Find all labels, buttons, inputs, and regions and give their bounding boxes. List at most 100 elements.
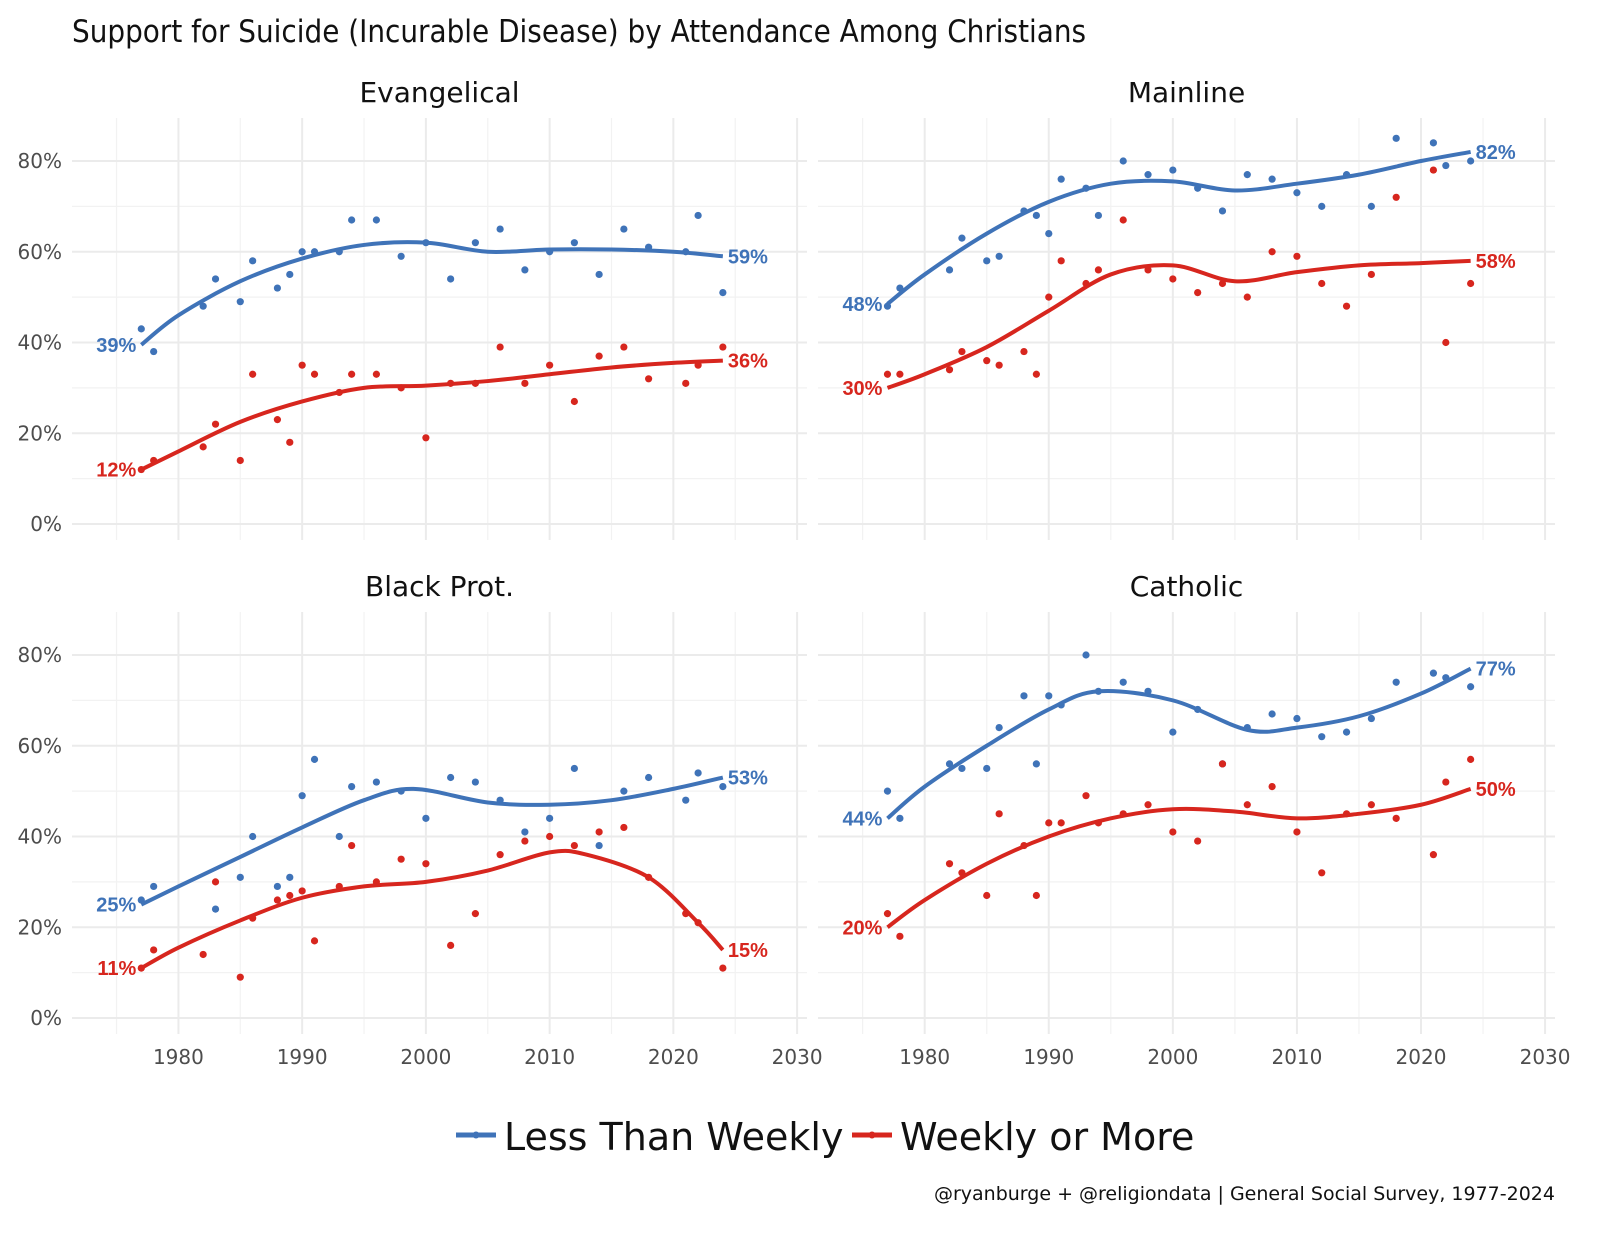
y-tick-label: 60% xyxy=(18,734,62,758)
data-point xyxy=(496,343,504,351)
x-tick-label: 2030 xyxy=(772,1045,823,1069)
chart-caption: @ryanburge + @religiondata | General Soc… xyxy=(934,1183,1555,1205)
data-point xyxy=(1392,814,1400,822)
y-tick-label: 80% xyxy=(18,643,62,667)
data-point xyxy=(1082,792,1090,800)
data-point xyxy=(521,379,529,387)
panel-evangelical: 0% 20% 40% 60% 80% Evangelical 39% 59% 12% 36% xyxy=(18,76,807,540)
data-point xyxy=(1169,275,1177,283)
data-point xyxy=(1020,692,1028,700)
data-point xyxy=(211,420,220,428)
data-point xyxy=(1467,279,1475,288)
data-point xyxy=(286,270,294,279)
data-point xyxy=(211,275,220,283)
data-point xyxy=(471,910,479,918)
data-point xyxy=(983,257,991,265)
data-point xyxy=(1392,134,1400,142)
data-point xyxy=(1119,157,1127,165)
data-point xyxy=(273,416,282,424)
data-point xyxy=(310,370,319,378)
x-tick-label: 2000 xyxy=(400,1045,451,1069)
y-tick-label: 0% xyxy=(30,512,62,536)
data-point xyxy=(496,225,504,233)
data-point xyxy=(348,216,356,224)
data-point xyxy=(521,837,529,845)
data-point xyxy=(1367,714,1375,723)
data-point xyxy=(1442,778,1450,786)
data-point xyxy=(273,896,282,904)
data-point xyxy=(546,814,554,822)
data-point xyxy=(883,910,892,918)
data-point xyxy=(945,860,954,868)
data-point xyxy=(447,773,455,782)
data-point xyxy=(1045,230,1053,238)
end-label-start: 11% xyxy=(97,958,136,980)
data-point xyxy=(1243,801,1251,809)
data-point xyxy=(348,370,356,378)
data-point xyxy=(199,302,207,310)
trend-line xyxy=(140,848,725,970)
data-point xyxy=(286,873,294,881)
data-point xyxy=(620,823,628,832)
series-less-than-weekly: 25% 53% xyxy=(96,755,768,917)
data-point xyxy=(1318,869,1326,877)
data-point xyxy=(570,841,578,850)
series-weekly-or-more: 11% 15% xyxy=(97,823,768,981)
end-label-start: 39% xyxy=(96,335,136,357)
end-label-start: 12% xyxy=(96,460,136,482)
data-point xyxy=(1032,211,1040,220)
data-point xyxy=(1268,175,1276,183)
data-point xyxy=(883,787,892,795)
data-point xyxy=(397,855,405,863)
data-point xyxy=(1082,651,1090,659)
data-point xyxy=(1392,678,1400,686)
data-point xyxy=(945,366,954,374)
panels: 0% 20% 40% 60% 80% Evangelical 39% 59% 12% 36% Mai… xyxy=(18,76,1571,1069)
trend-line xyxy=(140,358,723,472)
data-point xyxy=(335,832,343,841)
data-point xyxy=(1467,755,1475,763)
data-point xyxy=(471,778,479,786)
data-point xyxy=(236,973,244,981)
data-point xyxy=(372,778,380,786)
data-point xyxy=(546,832,554,841)
end-label-end: 59% xyxy=(728,246,768,268)
data-point xyxy=(1318,279,1326,288)
data-point xyxy=(595,841,603,850)
data-point xyxy=(570,239,578,247)
data-point xyxy=(1429,139,1438,147)
data-point xyxy=(150,882,158,891)
data-point xyxy=(896,370,904,378)
series-less-than-weekly: 48% 82% xyxy=(842,134,1516,316)
data-point xyxy=(1218,760,1227,768)
data-point xyxy=(570,764,578,773)
y-tick-label: 60% xyxy=(18,240,62,264)
data-point xyxy=(286,891,294,900)
x-tick-label: 2020 xyxy=(648,1045,699,1069)
data-point xyxy=(945,760,954,768)
data-point xyxy=(595,270,603,279)
data-point xyxy=(298,792,306,800)
data-point xyxy=(719,343,727,351)
y-tick-label: 80% xyxy=(18,149,62,173)
data-point xyxy=(620,343,628,351)
data-point xyxy=(286,438,294,446)
data-point xyxy=(1293,714,1301,723)
data-point xyxy=(1429,669,1438,677)
y-tick-label: 20% xyxy=(18,915,62,939)
end-label-end: 58% xyxy=(1476,251,1516,273)
data-point xyxy=(150,347,158,356)
data-point xyxy=(995,724,1003,732)
data-point xyxy=(1144,171,1152,179)
data-point xyxy=(521,266,529,274)
data-point xyxy=(1169,728,1177,736)
data-point xyxy=(1194,837,1202,845)
y-tick-label: 0% xyxy=(30,1006,62,1030)
data-point xyxy=(211,878,220,886)
facet-title: Evangelical xyxy=(359,76,519,109)
data-point xyxy=(1467,157,1475,165)
data-point xyxy=(372,370,380,378)
data-point xyxy=(236,298,244,306)
end-label-start: 30% xyxy=(842,378,882,400)
data-point xyxy=(447,941,455,950)
